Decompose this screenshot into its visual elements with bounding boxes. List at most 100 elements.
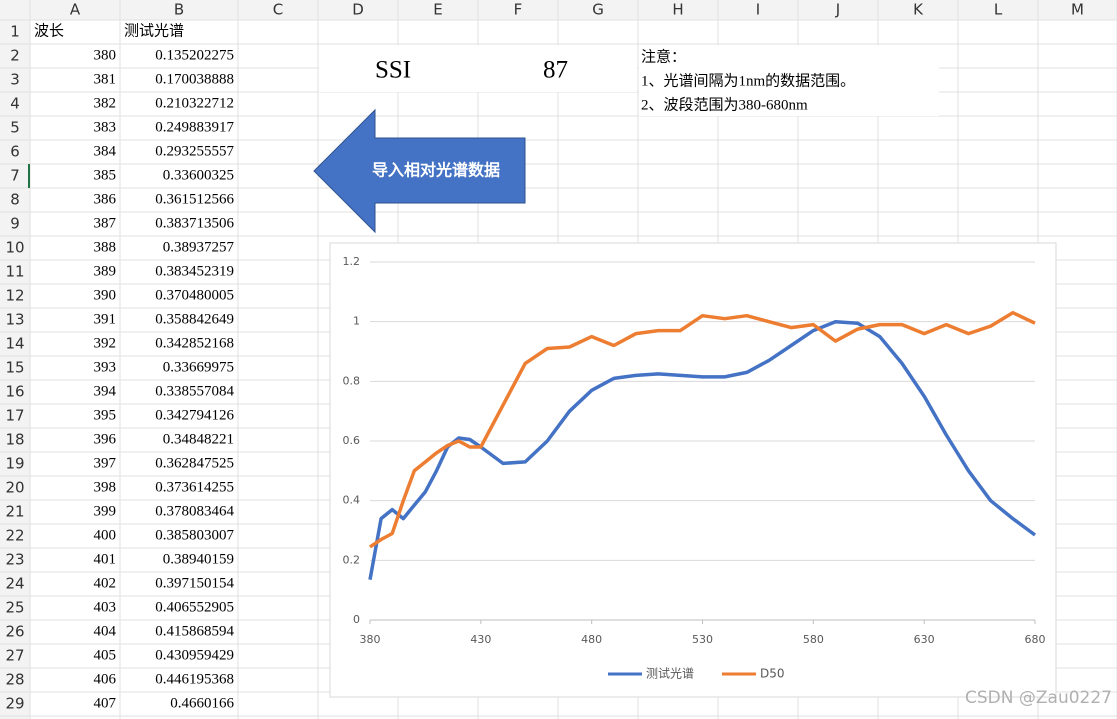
x-tick-label: 480 — [581, 633, 602, 646]
cell: 402 — [94, 575, 117, 591]
column-header: D — [352, 1, 364, 19]
column-header: H — [672, 1, 683, 19]
note: 1、光谱间隔为1nm的数据范围。 — [641, 72, 855, 89]
series-line — [368, 319, 1037, 581]
cell: 397 — [94, 455, 117, 471]
cell: 0.38937257 — [163, 239, 235, 255]
x-tick-label: 430 — [470, 633, 491, 646]
cell: 385 — [94, 167, 117, 183]
column-header: K — [913, 1, 924, 19]
row-header: 20 — [5, 479, 24, 497]
cell: 0.446195368 — [155, 671, 234, 687]
y-tick-label: 0 — [353, 613, 360, 626]
cell: 400 — [94, 527, 117, 543]
legend-label: 测试光谱 — [646, 666, 694, 681]
cell: 383 — [94, 119, 117, 135]
row-header: 18 — [5, 431, 24, 449]
row-header: 15 — [5, 359, 24, 377]
x-tick-label: 680 — [1025, 633, 1046, 646]
column-header: I — [756, 1, 760, 19]
cell: 0.383713506 — [155, 215, 234, 231]
y-tick-label: 0.8 — [343, 374, 361, 387]
cell: 0.378083464 — [155, 503, 234, 519]
cell: 387 — [94, 215, 117, 231]
y-tick-label: 0.6 — [343, 434, 361, 447]
y-tick-label: 1.2 — [343, 255, 361, 268]
y-tick-label: 0.4 — [343, 494, 361, 507]
cell: 393 — [94, 359, 117, 375]
row-header: 24 — [5, 575, 24, 593]
row-header: 5 — [10, 119, 20, 137]
row-header: 26 — [5, 623, 24, 641]
cell: 测试光谱 — [124, 22, 184, 39]
row-header: 3 — [10, 71, 20, 89]
watermark: CSDN @Zau0227 — [965, 688, 1112, 708]
cell: 0.249883917 — [155, 119, 234, 135]
cell: 384 — [94, 143, 117, 159]
cell: 0.406552905 — [155, 599, 234, 615]
cell: 0.362847525 — [155, 455, 234, 471]
row-header: 12 — [5, 287, 24, 305]
cell: 0.293255557 — [155, 143, 234, 159]
x-tick-label: 630 — [914, 633, 935, 646]
column-header: J — [835, 1, 840, 19]
arrow-label: 导入相对光谱数据 — [372, 161, 500, 180]
cell: 394 — [94, 383, 117, 399]
cell: 388 — [94, 239, 117, 255]
row-header: 6 — [10, 143, 20, 161]
column-header: L — [994, 1, 1003, 19]
row-header-bar — [0, 0, 30, 719]
column-header: A — [70, 1, 81, 19]
row-header: 19 — [5, 455, 24, 473]
column-header: F — [514, 1, 523, 19]
cell: 382 — [94, 95, 117, 111]
column-header: M — [1071, 1, 1084, 19]
cell: 0.33669975 — [163, 359, 234, 375]
cell: 波长 — [34, 22, 64, 39]
cell: 0.170038888 — [155, 71, 234, 87]
cell: 0.34848221 — [163, 431, 234, 447]
cell: 0.210322712 — [155, 95, 234, 111]
cell: 0.38940159 — [163, 551, 234, 567]
column-header: E — [433, 1, 442, 19]
cell: 404 — [94, 623, 117, 639]
cell: 0.342852168 — [155, 335, 234, 351]
row-header: 4 — [10, 95, 20, 113]
cell: 386 — [94, 191, 117, 207]
x-tick-label: 530 — [692, 633, 713, 646]
ssi-value: 87 — [543, 57, 568, 84]
row-header: 25 — [5, 599, 24, 617]
y-tick-label: 1 — [353, 315, 360, 328]
row-header: 22 — [5, 527, 24, 545]
cell: 380 — [94, 47, 117, 63]
cell: 0.4660166 — [170, 695, 234, 711]
cell: 0.373614255 — [155, 479, 234, 495]
cell: 0.358842649 — [155, 311, 234, 327]
cell: 381 — [94, 71, 117, 87]
row-header: 14 — [5, 335, 24, 353]
cell: 389 — [94, 263, 117, 279]
cell: 0.430959429 — [155, 647, 234, 663]
cell: 390 — [94, 287, 117, 303]
cell-cover — [639, 45, 939, 116]
cell: 398 — [94, 479, 117, 495]
cell: 391 — [94, 311, 117, 327]
column-header: G — [592, 1, 604, 19]
row-header: 17 — [5, 407, 24, 425]
row-header: 13 — [5, 311, 24, 329]
row-header: 7 — [10, 167, 20, 185]
series-line — [369, 310, 1036, 549]
cell: 399 — [94, 503, 117, 519]
row-header: 10 — [5, 239, 24, 257]
row-header: 29 — [5, 695, 24, 713]
note: 2、波段范围为380-680nm — [641, 96, 808, 113]
row-header: 28 — [5, 671, 24, 689]
y-tick-label: 0.2 — [343, 553, 361, 566]
active-row-marker — [28, 164, 30, 188]
cell: 395 — [94, 407, 117, 423]
cell: 0.342794126 — [155, 407, 234, 423]
row-header: 2 — [10, 47, 20, 65]
cell: 0.385803007 — [155, 527, 234, 543]
row-header: 23 — [5, 551, 24, 569]
